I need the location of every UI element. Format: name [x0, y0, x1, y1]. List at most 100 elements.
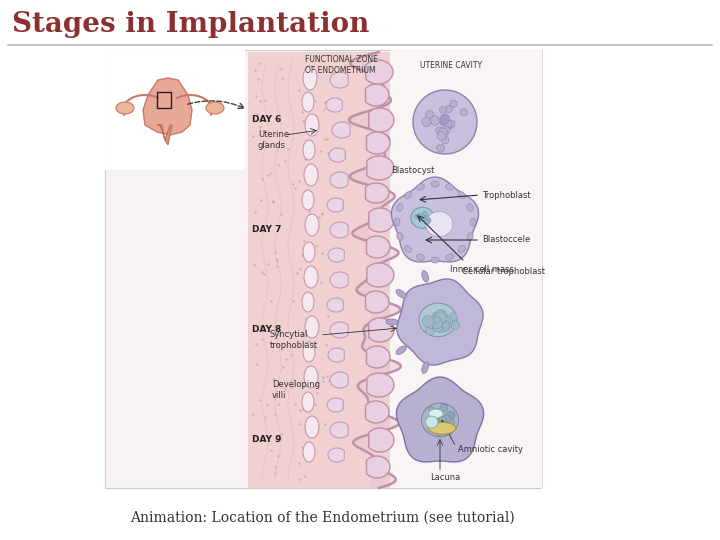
Polygon shape	[366, 236, 390, 258]
Text: Developing
villi: Developing villi	[272, 380, 320, 400]
Polygon shape	[413, 90, 477, 154]
Ellipse shape	[426, 212, 453, 237]
Ellipse shape	[417, 184, 424, 190]
Polygon shape	[366, 346, 390, 368]
Ellipse shape	[467, 204, 473, 211]
Circle shape	[422, 315, 434, 327]
Ellipse shape	[422, 362, 428, 374]
Bar	[390, 50, 542, 488]
Polygon shape	[328, 448, 344, 462]
Ellipse shape	[304, 266, 318, 288]
Circle shape	[436, 320, 446, 330]
Circle shape	[444, 120, 452, 128]
Polygon shape	[366, 132, 390, 154]
Polygon shape	[327, 198, 343, 212]
Circle shape	[435, 408, 441, 414]
Circle shape	[433, 316, 440, 323]
Ellipse shape	[303, 342, 315, 362]
Ellipse shape	[116, 102, 134, 114]
Bar	[248, 52, 390, 488]
Circle shape	[439, 416, 447, 424]
Ellipse shape	[459, 245, 465, 252]
Circle shape	[433, 323, 441, 331]
Bar	[157, 92, 171, 108]
Circle shape	[438, 316, 448, 326]
Circle shape	[425, 325, 435, 335]
Circle shape	[438, 128, 448, 138]
Polygon shape	[366, 60, 393, 84]
Polygon shape	[157, 125, 172, 145]
Polygon shape	[367, 156, 394, 180]
Circle shape	[433, 322, 442, 332]
Text: Trophoblast: Trophoblast	[482, 191, 531, 199]
Ellipse shape	[446, 184, 454, 190]
Ellipse shape	[303, 442, 315, 462]
Ellipse shape	[470, 218, 476, 226]
Ellipse shape	[386, 319, 398, 325]
Ellipse shape	[428, 409, 443, 418]
Circle shape	[423, 211, 428, 216]
Ellipse shape	[305, 214, 319, 236]
Circle shape	[440, 114, 450, 124]
Text: DAY 7: DAY 7	[252, 226, 282, 234]
Circle shape	[446, 418, 454, 427]
Circle shape	[436, 144, 444, 152]
Ellipse shape	[396, 346, 406, 354]
Circle shape	[441, 137, 449, 144]
Polygon shape	[330, 322, 348, 338]
Circle shape	[441, 317, 451, 327]
Circle shape	[446, 122, 454, 129]
Circle shape	[436, 320, 446, 330]
Polygon shape	[330, 72, 348, 88]
Circle shape	[440, 119, 446, 125]
Ellipse shape	[304, 366, 318, 388]
Circle shape	[420, 216, 425, 221]
Ellipse shape	[305, 316, 319, 338]
Ellipse shape	[431, 257, 439, 263]
Polygon shape	[330, 422, 348, 438]
Text: Amniotic cavity: Amniotic cavity	[458, 446, 523, 455]
Text: DAY 6: DAY 6	[252, 116, 282, 125]
Polygon shape	[330, 372, 348, 388]
Circle shape	[426, 218, 431, 222]
Text: Syncytial
trophoblast: Syncytial trophoblast	[270, 330, 318, 350]
Circle shape	[431, 416, 438, 423]
Circle shape	[433, 320, 439, 327]
Circle shape	[420, 215, 426, 220]
Circle shape	[446, 425, 452, 430]
Circle shape	[431, 318, 443, 329]
Circle shape	[443, 325, 450, 332]
Circle shape	[426, 110, 433, 118]
Circle shape	[460, 109, 467, 116]
Polygon shape	[367, 263, 394, 287]
Polygon shape	[369, 208, 394, 232]
Circle shape	[437, 131, 446, 140]
Ellipse shape	[394, 218, 400, 226]
Ellipse shape	[397, 204, 403, 211]
Circle shape	[435, 310, 445, 320]
Polygon shape	[328, 248, 344, 262]
Ellipse shape	[419, 303, 456, 337]
Circle shape	[441, 118, 447, 124]
Polygon shape	[369, 108, 394, 132]
Circle shape	[442, 322, 450, 329]
Ellipse shape	[396, 289, 406, 298]
Circle shape	[447, 413, 454, 420]
Circle shape	[422, 117, 431, 126]
Circle shape	[436, 322, 446, 333]
Circle shape	[436, 430, 442, 436]
Circle shape	[429, 418, 435, 424]
Polygon shape	[397, 279, 483, 365]
Polygon shape	[366, 183, 389, 203]
Circle shape	[431, 423, 438, 431]
Circle shape	[450, 100, 457, 107]
Circle shape	[434, 312, 446, 323]
Polygon shape	[330, 272, 348, 288]
Ellipse shape	[421, 403, 459, 437]
Circle shape	[441, 316, 453, 327]
Polygon shape	[330, 222, 348, 238]
Polygon shape	[366, 84, 389, 106]
Circle shape	[451, 321, 459, 330]
Ellipse shape	[467, 233, 473, 240]
Polygon shape	[326, 98, 342, 112]
